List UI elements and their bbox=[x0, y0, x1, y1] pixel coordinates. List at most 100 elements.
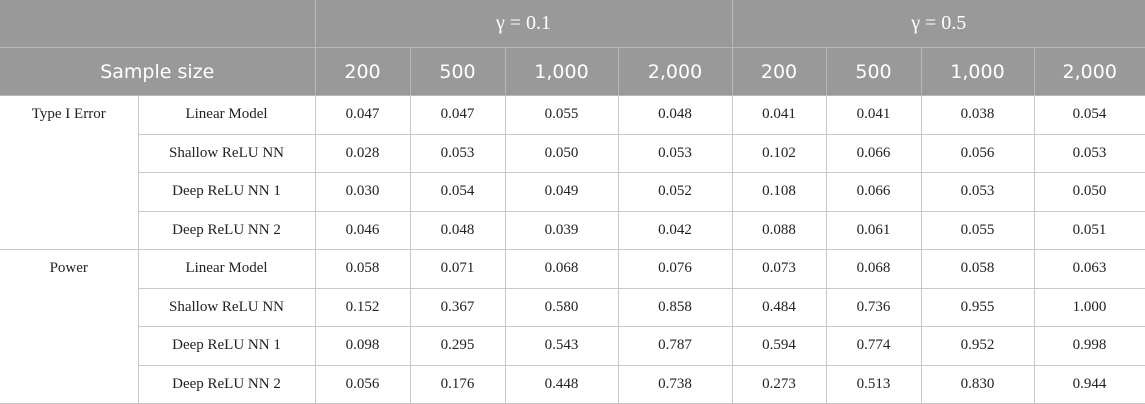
sample-size: 500 bbox=[409, 47, 505, 96]
value-cell: 0.048 bbox=[617, 95, 733, 135]
model-name: Deep ReLU NN 2 bbox=[137, 210, 316, 250]
table-row: Shallow ReLU NN 0.152 0.367 0.580 0.858 0.484… bbox=[0, 287, 1145, 327]
value-cell: 0.038 bbox=[920, 95, 1035, 135]
value-cell: 0.448 bbox=[504, 364, 619, 404]
value-cell: 0.098 bbox=[314, 326, 411, 366]
value-cell: 0.053 bbox=[1033, 133, 1145, 173]
value-cell: 0.738 bbox=[617, 364, 733, 404]
value-cell: 0.273 bbox=[731, 364, 827, 404]
model-name: Deep ReLU NN 1 bbox=[137, 172, 316, 212]
value-cell: 0.152 bbox=[314, 287, 411, 327]
value-cell: 0.042 bbox=[617, 210, 733, 250]
sample-size: 1,000 bbox=[504, 47, 618, 96]
value-cell: 0.050 bbox=[1033, 172, 1145, 212]
value-cell: 0.513 bbox=[825, 364, 922, 404]
sample-size: 200 bbox=[731, 47, 826, 96]
value-cell: 0.047 bbox=[409, 95, 506, 135]
value-cell: 0.830 bbox=[920, 364, 1035, 404]
value-cell: 0.952 bbox=[920, 326, 1035, 366]
value-cell: 0.041 bbox=[731, 95, 827, 135]
value-cell: 0.088 bbox=[731, 210, 827, 250]
value-cell: 0.047 bbox=[314, 95, 411, 135]
value-cell: 0.061 bbox=[825, 210, 922, 250]
value-cell: 0.056 bbox=[920, 133, 1035, 173]
value-cell: 0.039 bbox=[504, 210, 619, 250]
group-header: γ = 0.5 bbox=[731, 0, 1145, 48]
value-cell: 0.030 bbox=[314, 172, 411, 212]
value-cell: 0.048 bbox=[409, 210, 506, 250]
table-row: Deep ReLU NN 1 0.098 0.295 0.543 0.787 0.594 0… bbox=[0, 326, 1145, 366]
table-header: γ = 0.1 γ = 0.5 Sample size 200 500 1,000 2,00… bbox=[0, 0, 1145, 96]
group-header: γ = 0.1 bbox=[314, 0, 732, 48]
value-cell: 0.073 bbox=[731, 249, 827, 289]
value-cell: 0.955 bbox=[920, 287, 1035, 327]
value-cell: 0.944 bbox=[1033, 364, 1145, 404]
value-cell: 0.028 bbox=[314, 133, 411, 173]
value-cell: 0.058 bbox=[314, 249, 411, 289]
value-cell: 0.295 bbox=[409, 326, 506, 366]
value-cell: 0.066 bbox=[825, 172, 922, 212]
value-cell: 0.543 bbox=[504, 326, 619, 366]
value-cell: 0.051 bbox=[1033, 210, 1145, 250]
table-body: Type I Error Linear Model 0.047 0.047 0.055 0… bbox=[0, 95, 1145, 404]
model-name: Shallow ReLU NN bbox=[137, 133, 316, 173]
value-cell: 0.068 bbox=[504, 249, 619, 289]
value-cell: 0.041 bbox=[825, 95, 922, 135]
value-cell: 0.054 bbox=[1033, 95, 1145, 135]
value-cell: 0.594 bbox=[731, 326, 827, 366]
value-cell: 0.066 bbox=[825, 133, 922, 173]
model-name: Linear Model bbox=[137, 249, 316, 289]
value-cell: 1.000 bbox=[1033, 287, 1145, 327]
value-cell: 0.108 bbox=[731, 172, 827, 212]
value-cell: 0.049 bbox=[504, 172, 619, 212]
section-label: Type I Error bbox=[0, 95, 139, 250]
row-label-header: Sample size bbox=[0, 47, 315, 96]
table-row: Deep ReLU NN 2 0.056 0.176 0.448 0.738 0.273 0… bbox=[0, 364, 1145, 404]
value-cell: 0.046 bbox=[314, 210, 411, 250]
value-cell: 0.787 bbox=[617, 326, 733, 366]
value-cell: 0.580 bbox=[504, 287, 619, 327]
sample-size: 2,000 bbox=[617, 47, 732, 96]
value-cell: 0.056 bbox=[314, 364, 411, 404]
model-name: Deep ReLU NN 1 bbox=[137, 326, 316, 366]
sample-size: 200 bbox=[314, 47, 410, 96]
value-cell: 0.102 bbox=[731, 133, 827, 173]
value-cell: 0.053 bbox=[920, 172, 1035, 212]
table-row: Type I Error Linear Model 0.047 0.047 0.055 0… bbox=[0, 95, 1145, 250]
corner-cell bbox=[0, 0, 315, 48]
value-cell: 0.053 bbox=[409, 133, 506, 173]
value-cell: 0.858 bbox=[617, 287, 733, 327]
value-cell: 0.050 bbox=[504, 133, 619, 173]
model-name: Linear Model bbox=[137, 95, 316, 135]
value-cell: 0.052 bbox=[617, 172, 733, 212]
value-cell: 0.068 bbox=[825, 249, 922, 289]
sample-size: 1,000 bbox=[920, 47, 1034, 96]
value-cell: 0.998 bbox=[1033, 326, 1145, 366]
model-name: Shallow ReLU NN bbox=[137, 287, 316, 327]
table-row: Power Linear Model 0.058 0.071 0.068 0.076 0.0… bbox=[0, 249, 1145, 404]
sample-size: 2,000 bbox=[1033, 47, 1145, 96]
value-cell: 0.774 bbox=[825, 326, 922, 366]
value-cell: 0.058 bbox=[920, 249, 1035, 289]
sample-size: 500 bbox=[825, 47, 921, 96]
value-cell: 0.076 bbox=[617, 249, 733, 289]
table-row: Deep ReLU NN 1 0.030 0.054 0.049 0.052 0.108 0… bbox=[0, 172, 1145, 212]
header-row: γ = 0.1 γ = 0.5 bbox=[0, 0, 1145, 48]
value-cell: 0.055 bbox=[504, 95, 619, 135]
value-cell: 0.176 bbox=[409, 364, 506, 404]
value-cell: 0.063 bbox=[1033, 249, 1145, 289]
value-cell: 0.367 bbox=[409, 287, 506, 327]
section-label: Power bbox=[0, 249, 139, 404]
value-cell: 0.054 bbox=[409, 172, 506, 212]
value-cell: 0.736 bbox=[825, 287, 922, 327]
value-cell: 0.071 bbox=[409, 249, 506, 289]
table-row: Shallow ReLU NN 0.028 0.053 0.050 0.053 0.102… bbox=[0, 133, 1145, 173]
value-cell: 0.053 bbox=[617, 133, 733, 173]
value-cell: 0.484 bbox=[731, 287, 827, 327]
header-row: Sample size 200 500 1,000 2,000 200 500 1,000 2,… bbox=[0, 47, 1145, 96]
value-cell: 0.055 bbox=[920, 210, 1035, 250]
model-name: Deep ReLU NN 2 bbox=[137, 364, 316, 404]
table-row: Deep ReLU NN 2 0.046 0.048 0.039 0.042 0.088 0… bbox=[0, 210, 1145, 250]
